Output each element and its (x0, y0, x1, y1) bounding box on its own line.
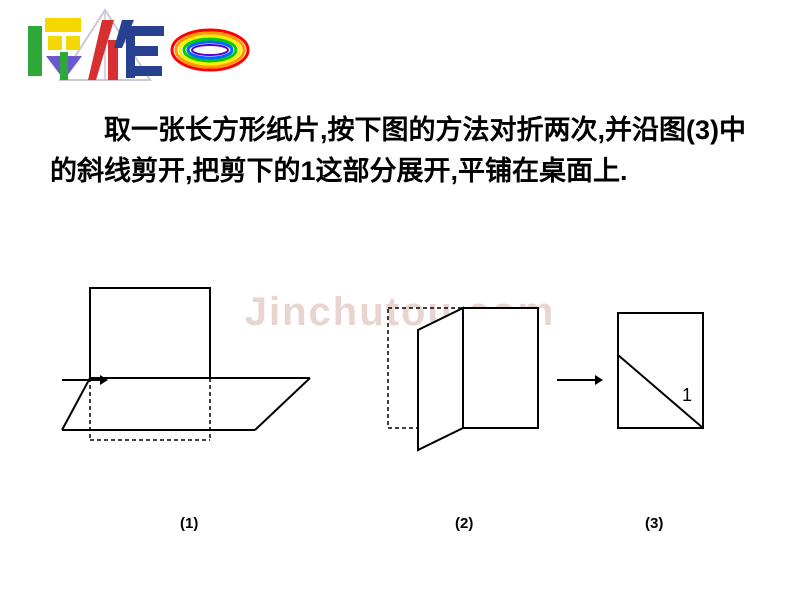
fig3-label: (3) (645, 515, 663, 532)
arrow-1-2 (60, 370, 110, 395)
title-graphic (10, 8, 270, 103)
figure-3: 1 (610, 305, 720, 460)
diagrams-area: 1 (1) (2) (3) (60, 280, 760, 540)
figure-2 (380, 300, 550, 475)
zuo-char (88, 20, 164, 80)
fig1-label: (1) (180, 515, 198, 532)
title-svg (10, 8, 270, 98)
rainbow-oval (172, 30, 248, 70)
fig2-label: (2) (455, 515, 473, 532)
cut-region-label: 1 (682, 385, 692, 406)
instruction-text: 取一张长方形纸片,按下图的方法对折两次,并沿图(3)中的斜线剪开,把剪下的1这部… (50, 110, 760, 191)
arrow-2-3 (555, 370, 605, 395)
cao-char (28, 18, 82, 80)
